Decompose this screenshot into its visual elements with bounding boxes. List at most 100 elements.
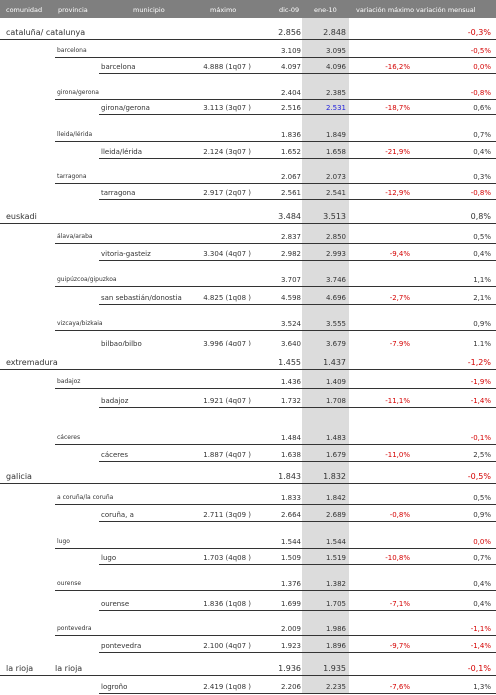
cell-var-mens: -0,5% <box>470 47 491 55</box>
cell-ene: 1.849 <box>325 131 346 139</box>
cell-provincia: tarragona <box>57 173 87 180</box>
table-row-municipio: badajoz 1.921 (4q07 ) 1.732 1.708 -11,1% -1,4… <box>0 397 496 409</box>
cell-var-mens: -0,8% <box>470 89 491 97</box>
cell-municipio: lugo <box>101 554 117 562</box>
cell-dic: 3.524 <box>280 320 301 328</box>
cell-var-mens: -0,1% <box>467 664 491 673</box>
cell-provincia: lugo <box>57 538 70 545</box>
cell-var-mens: 0,4% <box>473 250 491 258</box>
cell-provincia: girona/gerona <box>57 89 99 96</box>
cell-ene: 2.235 <box>325 683 346 691</box>
table-row-municipio: tarragona 2.917 (2q07 ) 2.561 2.541 -12,9% -0… <box>0 189 496 201</box>
cell-dic: 4.097 <box>280 63 301 71</box>
cell-maximo: 2.100 (4q07 ) <box>203 642 251 650</box>
table-row-comunidad: extremadura 1.455 1.437 -1,2% <box>0 358 496 370</box>
cell-maximo: 4.825 (1q08 ) <box>203 294 251 302</box>
cell-maximo: 3.996 (4q07 ) <box>203 340 251 346</box>
cell-dic: 2.516 <box>280 104 301 112</box>
cell-comunidad: galicia <box>6 472 32 481</box>
header-comunidad: comunidad <box>6 6 43 14</box>
cell-var-mens: 0,7% <box>473 131 491 139</box>
cell-municipio: badajoz <box>101 397 129 405</box>
cell-maximo: 2.711 (3q09 ) <box>203 511 251 519</box>
cell-var-mens: 1,1% <box>473 340 491 346</box>
cell-var-mens: 0,0% <box>473 538 491 546</box>
cell-ene: 1.544 <box>325 538 346 546</box>
row-divider <box>99 693 496 694</box>
cell-ene: 1.832 <box>323 472 346 481</box>
cell-var-max: -7,1% <box>389 600 410 608</box>
cell-maximo: 3.113 (3q07 ) <box>203 104 251 112</box>
cell-municipio: barcelona <box>101 63 136 71</box>
cell-municipio: vitoria-gasteiz <box>101 250 151 258</box>
cell-var-mens: 0,5% <box>473 494 491 502</box>
cell-municipio: logroño <box>101 683 128 691</box>
cell-comunidad: cataluña/ catalunya <box>6 28 86 37</box>
cell-ene: 2.073 <box>325 173 346 181</box>
cell-dic: 1.699 <box>280 600 301 608</box>
cell-dic: 3.484 <box>278 212 301 221</box>
cell-var-mens: 0,4% <box>473 580 491 588</box>
cell-ene: 1.705 <box>325 600 346 608</box>
cell-ene: 1.896 <box>325 642 346 650</box>
cell-ene: 3.746 <box>325 276 346 284</box>
cell-var-mens: 0,8% <box>470 212 491 221</box>
cell-var-mens: -1,2% <box>467 358 491 367</box>
row-divider <box>55 141 496 142</box>
cell-provincia: vizcaya/bizkaia <box>57 320 103 327</box>
table-row-municipio: cáceres 1.887 (4q07 ) 1.638 1.679 -11,0% 2,5% <box>0 451 496 463</box>
header-variacion-mensual: variación mensual <box>416 6 476 14</box>
cell-ene: 1.483 <box>325 434 346 442</box>
table-row-provincia: lugo 1.544 1.544 0,0% <box>0 538 496 550</box>
cell-dic: 2.856 <box>278 28 301 37</box>
row-divider <box>0 675 496 676</box>
table-row-municipio: logroño 2.419 (1q08 ) 2.206 2.235 -7,6% 1,3% <box>0 683 496 695</box>
row-divider <box>99 521 496 522</box>
cell-ene: 3.555 <box>325 320 346 328</box>
cell-ene: 2.385 <box>325 89 346 97</box>
row-divider <box>0 39 496 40</box>
cell-dic: 1.936 <box>278 664 301 673</box>
row-divider <box>55 183 496 184</box>
cell-ene: 3.513 <box>323 212 346 221</box>
cell-comunidad: extremadura <box>6 358 58 367</box>
cell-var-max: -7,9% <box>389 340 410 346</box>
row-divider <box>55 635 496 636</box>
cell-provincia: guipúzcoa/gipuzkoa <box>57 276 117 283</box>
cell-var-max: -11,0% <box>385 451 410 459</box>
table-header: comunidad provincia municipio máximo dic… <box>0 0 496 18</box>
cell-municipio: ourense <box>101 600 130 608</box>
cell-dic: 3.707 <box>280 276 301 284</box>
cell-dic: 2.837 <box>280 233 301 241</box>
cell-var-max: -2,7% <box>389 294 410 302</box>
cell-var-max: -21,9% <box>385 148 410 156</box>
cell-ene: 1.409 <box>325 378 346 386</box>
cell-dic: 2.664 <box>280 511 301 519</box>
cell-var-mens: -0,5% <box>467 472 491 481</box>
table-row-comunidad: euskadi 3.484 3.513 0,8% <box>0 212 496 224</box>
cell-ene: 1.658 <box>325 148 346 156</box>
cell-var-mens: 1,1% <box>473 276 491 284</box>
header-dic-09: dic-09 <box>279 6 300 14</box>
cell-ene: 2.993 <box>325 250 346 258</box>
row-divider <box>55 388 496 389</box>
row-divider <box>0 483 496 484</box>
table-row-comunidad: galicia 1.843 1.832 -0,5% <box>0 472 496 484</box>
cell-dic: 1.833 <box>280 494 301 502</box>
cell-var-mens: -1,4% <box>470 397 491 405</box>
table-row-provincia: tarragona 2.067 2.073 0,3% <box>0 173 496 185</box>
cell-dic: 2.561 <box>280 189 301 197</box>
cell-municipio: pontevedra <box>101 642 142 650</box>
cell-ene: 1.382 <box>325 580 346 588</box>
row-divider <box>55 57 496 58</box>
table-row-municipio: lleida/lérida 2.124 (3q07 ) 1.652 1.658 -21,… <box>0 148 496 160</box>
cell-var-mens: -1,9% <box>470 378 491 386</box>
row-divider <box>99 73 496 74</box>
cell-provincia: ourense <box>57 580 82 587</box>
cell-ene: 1.842 <box>325 494 346 502</box>
row-divider <box>55 286 496 287</box>
cell-municipio: girona/gerona <box>101 104 150 112</box>
header-provincia: provincia <box>58 6 88 14</box>
cell-ene: 1.679 <box>325 451 346 459</box>
